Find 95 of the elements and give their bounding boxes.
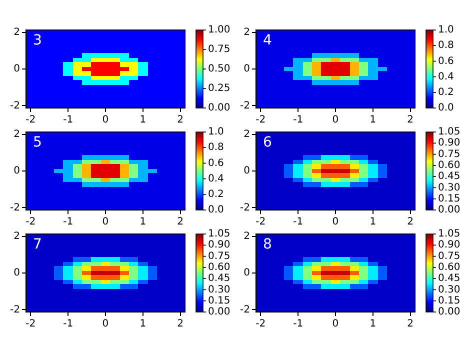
y-tick-label: -2	[10, 100, 20, 112]
y-tick-label: 0	[244, 64, 250, 75]
y-tick-label: -2	[240, 304, 250, 316]
color-bar-label: 0.0	[438, 102, 454, 114]
x-tick-label: 2	[177, 216, 184, 228]
color-bar-label: 1.05	[438, 126, 460, 138]
color-bar-label: 0.90	[208, 240, 230, 251]
annotation: 7	[32, 236, 42, 253]
color-bar-label: 0.60	[438, 262, 460, 274]
x-tick-label: -2	[256, 114, 266, 126]
annotation: 3	[32, 32, 42, 49]
x-tick-label: 2	[177, 318, 184, 330]
color-bar-label: 0.45	[438, 171, 460, 182]
color-bar-label: 0.00	[438, 204, 460, 216]
color-bar-label: 0.30	[438, 284, 460, 296]
annotation: 8	[262, 236, 272, 253]
x-tick-label: 0	[332, 216, 339, 228]
color-bar-label: 0.45	[208, 273, 230, 284]
x-tick-label: -2	[256, 216, 266, 228]
x-tick-label: 2	[407, 114, 414, 126]
x-tick-label: -1	[63, 114, 74, 126]
color-bar-label: 0.30	[438, 182, 460, 194]
color-bar-label: 0.60	[208, 262, 230, 274]
y-tick-label: 2	[244, 230, 250, 242]
color-bar-label: 0.8	[208, 142, 224, 154]
x-tick-label: -1	[293, 318, 304, 330]
color-bar-label: 0.2	[208, 188, 224, 200]
annotation: 6	[262, 134, 272, 151]
color-bar-label: 1.05	[208, 228, 230, 240]
x-tick-label: 0	[102, 318, 109, 330]
y-tick-label: 2	[14, 128, 20, 140]
color-bar-label: 0.90	[438, 138, 460, 149]
y-tick-label: 2	[244, 26, 250, 38]
x-tick-label: 1	[370, 216, 376, 228]
color-bar-label: 0.15	[438, 295, 460, 306]
x-tick-label: 0	[102, 216, 109, 228]
color-bar-label: 0.60	[438, 160, 460, 172]
color-bar-label: 0.00	[208, 306, 230, 318]
color-bar-label: 0.75	[208, 250, 230, 262]
x-tick-label: -1	[63, 216, 74, 228]
color-bar-label: 0.2	[438, 86, 454, 98]
color-bar-label: 0.15	[438, 193, 460, 204]
color-bar-label: 0.8	[438, 40, 454, 52]
color-bar-label: 1.00	[208, 24, 230, 36]
color-bar-label: 0.90	[438, 240, 460, 251]
x-tick-label: 2	[177, 114, 184, 126]
color-bar-label: 0.75	[438, 250, 460, 262]
color-bar-label: 0.4	[438, 71, 454, 82]
color-bar-label: 1.0	[208, 126, 224, 138]
y-tick-label: 0	[244, 166, 250, 177]
x-tick-label: -2	[26, 318, 36, 330]
x-tick-label: -1	[293, 114, 304, 126]
x-tick-label: 1	[140, 318, 146, 330]
x-tick-label: 0	[102, 114, 109, 126]
y-tick-label: -2	[10, 304, 20, 316]
color-bar-label: 0.50	[208, 64, 230, 75]
y-tick-label: -2	[240, 100, 250, 112]
x-tick-label: -1	[293, 216, 304, 228]
color-bar-label: 1.05	[438, 228, 460, 240]
x-tick-label: -2	[26, 216, 36, 228]
x-tick-label: 1	[140, 216, 146, 228]
y-tick-label: 0	[244, 268, 250, 279]
y-tick-label: -2	[10, 202, 20, 214]
color-bar-label: 0.45	[438, 273, 460, 284]
annotation: 4	[262, 32, 272, 49]
x-tick-label: -1	[63, 318, 74, 330]
x-tick-label: 0	[332, 114, 339, 126]
y-tick-label: 2	[14, 26, 20, 38]
color-bar-label: 0.75	[208, 44, 230, 56]
color-bar-label: 0.0	[208, 204, 224, 216]
x-tick-label: -2	[256, 318, 266, 330]
color-bar-label: 0.4	[208, 173, 224, 184]
x-tick-label: 1	[140, 114, 146, 126]
x-tick-label: 0	[332, 318, 339, 330]
color-bar-label: 0.6	[438, 56, 454, 67]
color-bar-label: 0.00	[438, 306, 460, 318]
x-tick-label: 2	[407, 318, 414, 330]
y-tick-label: 0	[14, 64, 20, 75]
color-bar-label: 0.6	[208, 158, 224, 169]
color-bar-label: 0.25	[208, 83, 230, 94]
y-tick-label: -2	[240, 202, 250, 214]
color-bar-label: 0.75	[438, 148, 460, 160]
annotation: 5	[32, 134, 42, 151]
y-tick-label: 0	[14, 166, 20, 177]
color-bar-label: 0.30	[208, 284, 230, 296]
color-bar-label: 0.15	[208, 295, 230, 306]
x-tick-label: 1	[370, 114, 376, 126]
x-tick-label: 1	[370, 318, 376, 330]
x-tick-label: 2	[407, 216, 414, 228]
y-tick-label: 2	[14, 230, 20, 242]
color-bar-label: 1.0	[438, 24, 454, 36]
x-tick-label: -2	[26, 114, 36, 126]
color-bar-label: 0.00	[208, 102, 230, 114]
y-tick-label: 0	[14, 268, 20, 279]
y-tick-label: 2	[244, 128, 250, 140]
